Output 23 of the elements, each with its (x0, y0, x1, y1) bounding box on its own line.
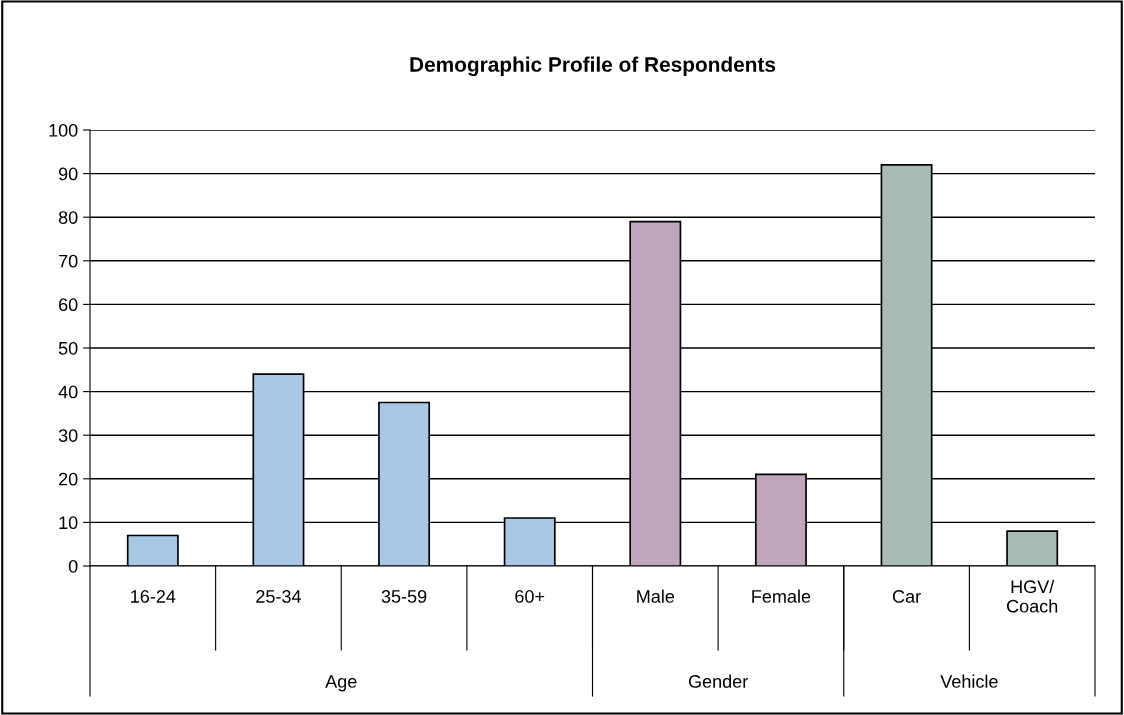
y-tick-label: 20 (59, 472, 78, 486)
x-tick-label: Female (752, 589, 811, 603)
y-tick-label: 90 (58, 167, 78, 181)
x-tick-label: 35-59 (381, 590, 427, 603)
text: Vehicle (940, 674, 998, 688)
x-tick-label: 16-24 (131, 590, 176, 603)
x-tick-label: Male (637, 589, 675, 603)
y-tick-label: 100 (49, 123, 78, 137)
x-tick-label: HGV/ Coach (1007, 579, 1058, 613)
x-tick-label: 25-34 (256, 590, 301, 603)
y-tick-label: 60 (59, 298, 78, 312)
x-tick-label: Car (892, 590, 921, 603)
y-tick-label: 70 (59, 254, 78, 268)
text: Age (325, 675, 357, 692)
chart-title: Demographic Profile of Respondents (410, 56, 776, 77)
y-tick-label: 50 (58, 341, 78, 355)
y-tick-label: 10 (59, 516, 78, 530)
text: Gender (688, 674, 748, 688)
x-tick-label: 60+ (515, 590, 545, 603)
y-tick-label: 0 (68, 559, 78, 573)
y-tick-label: 80 (58, 211, 78, 224)
y-tick-label: 30 (58, 429, 78, 442)
y-tick-label: 40 (58, 385, 78, 399)
